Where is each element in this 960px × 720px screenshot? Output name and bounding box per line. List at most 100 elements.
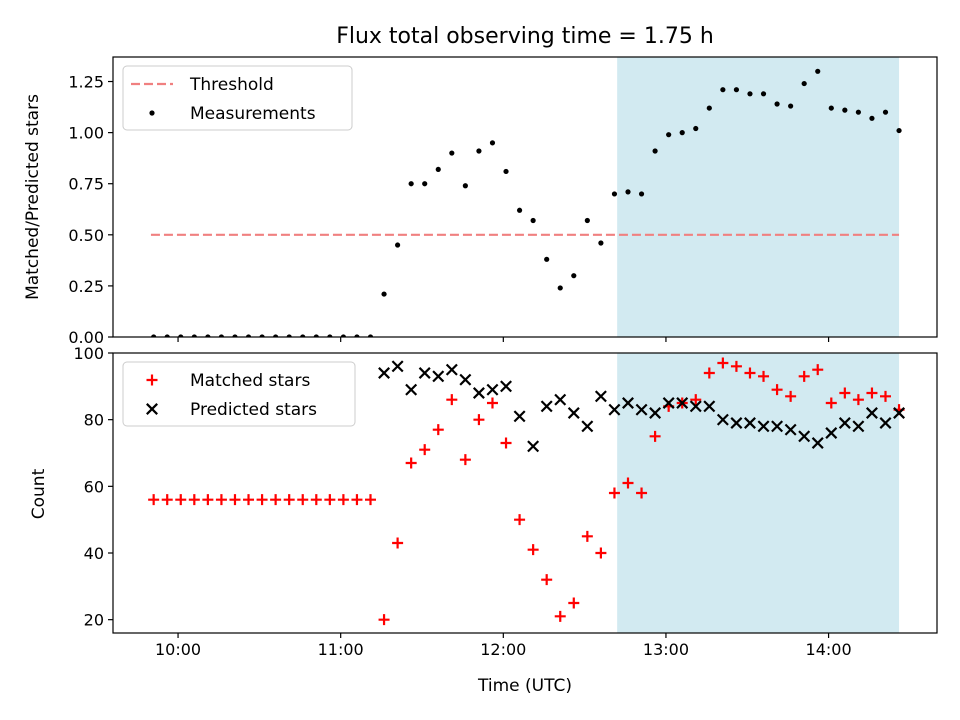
matched-star-point: [405, 457, 417, 469]
predicted-star-point: [445, 363, 458, 376]
measurement-point: [218, 334, 225, 337]
matched-star-point: [649, 430, 661, 442]
matched-star-point: [527, 544, 539, 556]
x-tick-label: 11:00: [318, 640, 364, 659]
measurement-point: [489, 140, 496, 146]
matched-star-point: [880, 390, 891, 402]
matched-star-point: [636, 487, 648, 499]
measurement-point: [584, 217, 590, 224]
matched-star-point: [541, 574, 553, 586]
measurement-point: [300, 334, 306, 337]
measurement-point: [842, 107, 848, 113]
predicted-star-point: [730, 417, 743, 429]
matched-star-point: [297, 494, 309, 506]
measurement-point: [611, 191, 618, 197]
predicted-star-point: [703, 400, 716, 413]
measurement-point: [869, 115, 875, 121]
predicted-star-point: [432, 370, 445, 383]
measurement-point: [232, 334, 238, 337]
predicted-star-point: [608, 403, 621, 416]
predicted-star-point: [825, 427, 838, 439]
predicted-star-point: [676, 397, 689, 409]
measurement-point: [422, 181, 428, 187]
measurement-point: [788, 103, 794, 109]
matched-star-point: [419, 444, 431, 456]
matched-star-point: [148, 494, 160, 506]
matched-star-point: [446, 394, 458, 406]
measurement-point: [571, 273, 577, 279]
legend-measurement-swatch: [149, 110, 155, 116]
predicted-star-point: [513, 410, 526, 423]
bottom-y-tick-label: 20: [84, 611, 104, 630]
matched-star-point: [500, 437, 512, 449]
matched-star-point: [825, 397, 837, 409]
predicted-star-point: [811, 437, 824, 449]
predicted-star-point: [798, 430, 811, 443]
chart-title: Flux total observing time = 1.75 h: [336, 24, 714, 49]
measurement-point: [286, 334, 292, 337]
predicted-star-point: [716, 413, 729, 426]
measurement-point: [395, 242, 401, 248]
top-y-tick-label: 0.75: [68, 175, 104, 194]
predicted-star-point: [594, 390, 607, 403]
top-y-tick-label: 0.00: [68, 328, 104, 347]
top-y-tick-label: 0.50: [68, 226, 104, 245]
predicted-star-point: [405, 383, 418, 396]
x-axis-label: Time (UTC): [477, 676, 572, 696]
measurement-point: [164, 334, 170, 337]
matched-star-point: [324, 494, 336, 506]
predicted-star-point: [391, 360, 404, 373]
bottom-y-tick-label: 60: [84, 477, 104, 496]
predicted-star-point: [527, 440, 540, 453]
measurement-point: [367, 334, 374, 337]
legend-label: Predicted stars: [190, 400, 317, 420]
measurement-point: [666, 132, 672, 138]
bottom-y-tick-label: 40: [84, 544, 104, 563]
measurement-point: [354, 334, 360, 337]
measurement-point: [462, 183, 468, 189]
matched-star-point: [568, 597, 580, 609]
measurement-point: [557, 285, 563, 291]
matched-star-point: [703, 367, 715, 379]
measurement-point: [273, 334, 279, 337]
predicted-star-point: [649, 407, 662, 419]
matched-star-point: [595, 547, 607, 559]
measurement-point: [381, 291, 387, 297]
predicted-star-point: [554, 393, 567, 406]
legend-label: Measurements: [190, 104, 316, 124]
matched-star-point: [270, 494, 282, 506]
predicted-star-point: [893, 407, 906, 419]
measurement-point: [516, 207, 523, 213]
bottom-y-tick-label: 80: [84, 411, 104, 430]
top-y-tick-label: 1.00: [68, 124, 104, 143]
matched-star-point: [514, 514, 526, 526]
measurement-point: [828, 105, 834, 111]
measurement-point: [747, 91, 753, 97]
top-y-tick-label: 0.25: [68, 277, 104, 296]
top-legend-box: [122, 65, 353, 131]
matched-star-point: [202, 494, 214, 506]
matched-star-point: [771, 384, 783, 396]
matched-star-point: [690, 394, 702, 406]
matched-star-point: [351, 494, 363, 506]
matched-star-point: [730, 360, 742, 372]
matched-star-point: [785, 390, 797, 402]
matched-star-point: [188, 494, 200, 506]
flux-ratio-panel: 0.00 0.25 0.50 0.75 1.00 1.25 Threshold Measure…: [68, 56, 938, 347]
matched-star-point: [486, 397, 498, 409]
predicted-star-point: [581, 420, 594, 433]
measurement-point: [760, 91, 767, 97]
measurement-point: [815, 68, 821, 74]
measurement-point: [191, 334, 197, 337]
matched-star-point: [839, 387, 851, 399]
predicted-star-point: [662, 397, 675, 409]
matched-star-point: [852, 394, 864, 406]
predicted-star-point: [743, 417, 756, 429]
matched-star-point: [243, 494, 255, 506]
top-shaded-region: [617, 57, 900, 337]
measurement-point: [178, 334, 184, 337]
measurement-point: [408, 181, 414, 187]
top-legend: Threshold Measurements: [122, 65, 353, 131]
measurement-point: [313, 334, 319, 337]
